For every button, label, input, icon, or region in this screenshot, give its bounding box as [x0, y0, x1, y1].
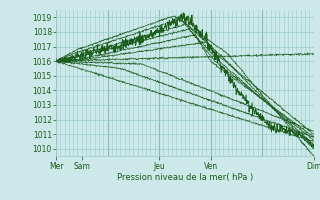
X-axis label: Pression niveau de la mer( hPa ): Pression niveau de la mer( hPa ) — [117, 173, 253, 182]
